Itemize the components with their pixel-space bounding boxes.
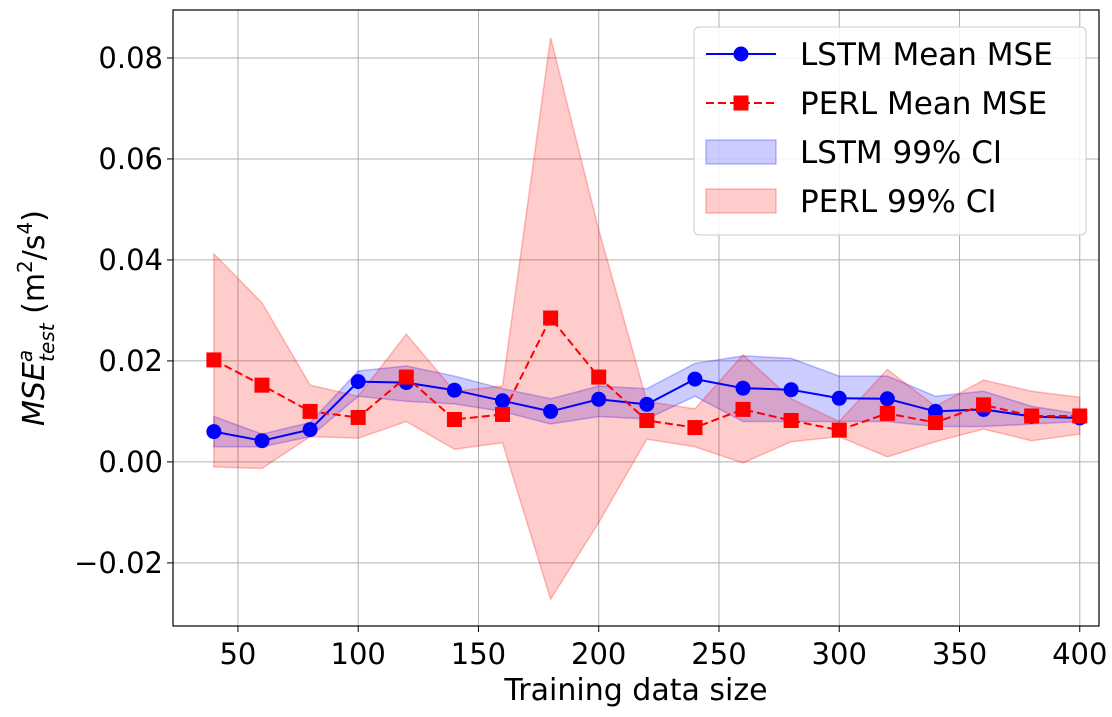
- y-axis-label-unit-open: (m: [17, 273, 52, 323]
- y-axis-label: MSEatest (m2/s4): [13, 210, 59, 426]
- data-point: [206, 352, 222, 368]
- legend-box: [693, 26, 1087, 236]
- data-point: [254, 377, 270, 393]
- x-tick-label: 50: [219, 637, 256, 671]
- series-markers: [206, 310, 1088, 449]
- data-point: [591, 369, 607, 385]
- data-point: [446, 411, 462, 427]
- data-point: [350, 409, 366, 425]
- data-point: [446, 382, 462, 398]
- y-tick-label: 0.00: [98, 445, 163, 479]
- data-point: [302, 422, 318, 438]
- data-point: [206, 424, 222, 440]
- data-point: [687, 420, 703, 436]
- data-point: [639, 412, 655, 428]
- data-point: [302, 403, 318, 419]
- x-tick-label: 100: [331, 637, 386, 671]
- y-axis-label-unit-exp2: 4: [13, 222, 37, 235]
- data-point: [831, 390, 847, 406]
- svg-text:MSEatest (m2/s4): MSEatest (m2/s4): [13, 210, 59, 426]
- y-axis-label-unit-mid: /s: [17, 234, 52, 260]
- data-point: [783, 382, 799, 398]
- data-point: [735, 401, 751, 417]
- plot-frame: [172, 9, 1100, 627]
- data-point: [495, 406, 511, 422]
- y-axis-label-superscript: a: [13, 350, 37, 362]
- y-axis-label-unit-exp1: 2: [13, 260, 37, 273]
- data-point: [543, 310, 559, 326]
- data-point: [783, 412, 799, 428]
- x-tick-label: 400: [1052, 637, 1107, 671]
- data-point: [591, 391, 607, 407]
- x-tick-label: 250: [691, 637, 746, 671]
- data-point: [350, 374, 366, 390]
- data-point: [927, 415, 943, 431]
- x-tick-label: 350: [932, 637, 987, 671]
- data-point: [879, 391, 895, 407]
- data-point: [639, 396, 655, 412]
- data-point: [687, 371, 703, 387]
- legend-band-swatch: [705, 188, 777, 214]
- data-point: [976, 397, 992, 413]
- legend-label: PERL Mean MSE: [800, 86, 1047, 122]
- legend-marker: [733, 46, 749, 62]
- y-tick-label: 0.08: [98, 41, 163, 75]
- legend-label: PERL 99% CI: [800, 184, 997, 220]
- y-axis-label-symbol: MSE: [17, 362, 52, 426]
- y-axis-label-subscript: test: [35, 322, 59, 362]
- legend-label: LSTM 99% CI: [800, 135, 1002, 171]
- data-point: [495, 393, 511, 409]
- data-point: [398, 369, 414, 385]
- data-point: [735, 380, 751, 396]
- data-point: [543, 403, 559, 419]
- x-tick-label: 300: [812, 637, 867, 671]
- data-point: [1072, 408, 1088, 424]
- y-tick-label: −0.02: [74, 546, 163, 580]
- y-tick-label: 0.02: [98, 344, 163, 378]
- legend-marker: [733, 95, 749, 111]
- data-point: [1024, 408, 1040, 424]
- data-point: [831, 422, 847, 438]
- y-axis-ticks: −0.02 0.00 0.02 0.04 0.06 0.08: [74, 41, 173, 580]
- legend-band-swatch: [705, 139, 777, 165]
- legend-label: LSTM Mean MSE: [800, 37, 1053, 73]
- data-point: [254, 433, 270, 449]
- ci-band: [213, 37, 1081, 602]
- x-axis-label: Training data size: [503, 673, 767, 708]
- y-axis-label-unit-close: ): [17, 210, 52, 222]
- x-axis-ticks: 50 100 150 200 250 300 350 400: [219, 626, 1107, 671]
- y-tick-label: 0.06: [98, 142, 163, 176]
- x-tick-label: 200: [571, 637, 626, 671]
- y-tick-label: 0.04: [98, 243, 163, 277]
- data-point: [879, 405, 895, 421]
- x-tick-label: 150: [451, 637, 506, 671]
- legend: LSTM Mean MSE PERL Mean MSE LSTM 99% CI PER…: [693, 26, 1087, 236]
